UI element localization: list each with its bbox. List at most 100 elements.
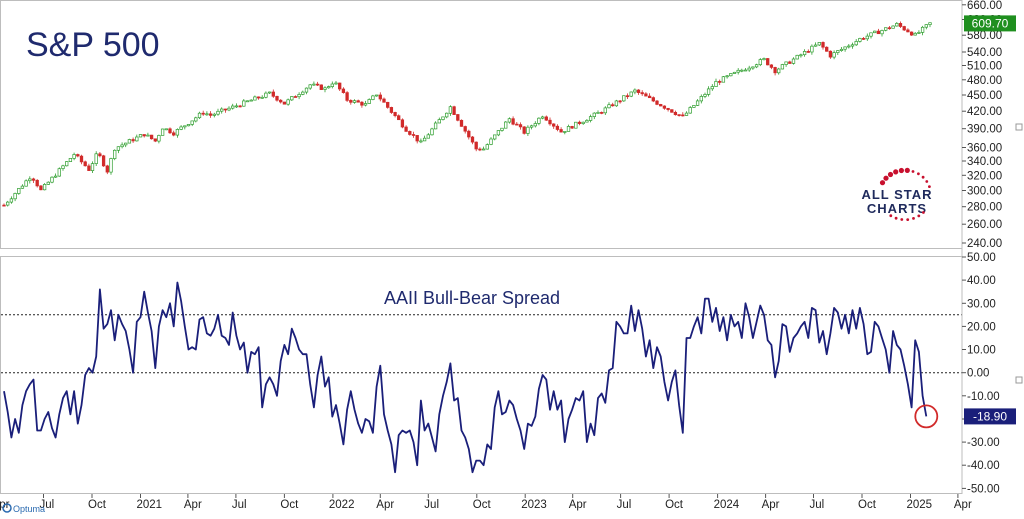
spread-y-tick-label: 40.00	[967, 275, 996, 287]
price-candle-body	[681, 114, 685, 117]
spread-y-tick-label: -50.00	[967, 483, 1000, 495]
price-candle-body	[433, 122, 438, 130]
price-candle-body	[636, 89, 641, 93]
price-candle-body	[548, 119, 552, 125]
price-y-tick-label: 420.00	[967, 106, 1002, 118]
price-candle-body	[349, 100, 353, 103]
price-candle-body	[537, 117, 541, 124]
x-tick-label: Apr	[376, 499, 394, 511]
brand-star	[900, 218, 904, 221]
price-candle-body	[884, 27, 888, 31]
brand-star	[883, 175, 889, 181]
price-candle-body	[415, 135, 419, 142]
price-candle-body	[452, 106, 456, 115]
price-candle-body	[603, 107, 607, 114]
brand-star	[928, 185, 931, 189]
brand-line1: ALL STAR	[861, 187, 932, 202]
price-candle-body	[614, 100, 619, 107]
price-candle-body	[839, 48, 844, 51]
price-candle-body	[677, 114, 681, 116]
price-y-tick-label: 260.00	[967, 219, 1002, 231]
price-candle-body	[777, 68, 781, 74]
brand-star	[894, 216, 898, 220]
price-candle-body	[6, 201, 10, 206]
price-candle-body	[238, 105, 242, 108]
price-candle-body	[736, 69, 740, 73]
price-candle-body	[633, 89, 637, 93]
x-tick-label: 2023	[521, 499, 547, 511]
price-candle-body	[670, 109, 674, 113]
price-candle-body	[356, 100, 360, 103]
price-candle-body	[65, 161, 69, 167]
price-candle-body	[529, 125, 534, 128]
price-candle-body	[142, 134, 146, 137]
price-candle-body	[552, 123, 556, 127]
price-candle-body	[920, 26, 925, 33]
price-candle-body	[83, 161, 87, 167]
price-candle-body	[334, 82, 338, 85]
price-candle-body	[577, 121, 582, 124]
price-candle-body	[873, 30, 877, 34]
price-candle-body	[227, 107, 231, 111]
price-candle-body	[802, 51, 807, 56]
price-candle-body	[367, 99, 371, 104]
price-candle-body	[596, 112, 600, 114]
optuma-icon	[2, 503, 12, 513]
price-candle-body	[267, 91, 272, 94]
price-candle-body	[474, 141, 478, 150]
price-candle-body	[186, 124, 191, 127]
price-candle-body	[655, 100, 659, 105]
price-candle-body	[135, 136, 139, 142]
price-candle-body	[600, 112, 604, 114]
price-candle-body	[220, 108, 224, 112]
price-candle-body	[563, 131, 567, 133]
price-candle-body	[666, 107, 670, 110]
price-candle-body	[585, 120, 589, 123]
price-candle-body	[275, 95, 279, 101]
price-candle-body	[843, 46, 847, 50]
price-candle-body	[146, 134, 150, 137]
price-candle-body	[94, 153, 98, 164]
price-candle-body	[179, 126, 183, 130]
price-candle-body	[17, 188, 21, 194]
price-candle-body	[688, 107, 692, 114]
price-y-tick-label: 340.00	[967, 156, 1002, 168]
price-candle-body	[157, 135, 161, 142]
price-candle-body	[242, 100, 246, 107]
price-scroll-handle[interactable]	[1015, 123, 1023, 131]
price-candle-body	[869, 32, 873, 37]
price-candle-body	[887, 27, 892, 30]
price-candle-body	[478, 148, 482, 151]
price-candle-body	[389, 107, 394, 113]
price-candle-body	[397, 115, 401, 121]
price-candle-body	[124, 142, 128, 146]
price-y-tick-label: 580.00	[967, 30, 1002, 42]
price-candle-body	[319, 84, 323, 90]
price-candle-body	[847, 45, 851, 48]
spread-last-value-badge	[964, 408, 1016, 425]
price-candle-body	[880, 30, 884, 35]
price-candle-body	[493, 134, 497, 140]
price-candle-body	[172, 132, 176, 136]
price-candle-body	[906, 29, 910, 33]
spread-scroll-handle[interactable]	[1015, 376, 1023, 384]
price-candle-body	[467, 130, 471, 138]
price-candle-body	[371, 95, 375, 100]
price-candle-body	[231, 105, 235, 109]
price-candle-body	[35, 179, 39, 187]
price-candle-body	[799, 54, 803, 57]
spread-y-tick-label: 0.00	[967, 368, 989, 380]
x-tick-label: Oct	[88, 499, 107, 511]
price-candle-body	[456, 114, 460, 121]
price-candle-body	[422, 137, 427, 142]
price-candle-body	[470, 136, 475, 143]
price-candle-body	[836, 50, 840, 53]
price-candle-body	[419, 140, 423, 143]
price-candle-body	[445, 112, 449, 118]
price-candle-body	[625, 95, 630, 98]
price-y-tick-label: 480.00	[967, 75, 1002, 87]
price-candle-body	[138, 134, 143, 138]
price-candle-body	[98, 153, 102, 157]
price-last-value-badge	[964, 15, 1016, 32]
x-tick-label: Jul	[232, 499, 247, 511]
